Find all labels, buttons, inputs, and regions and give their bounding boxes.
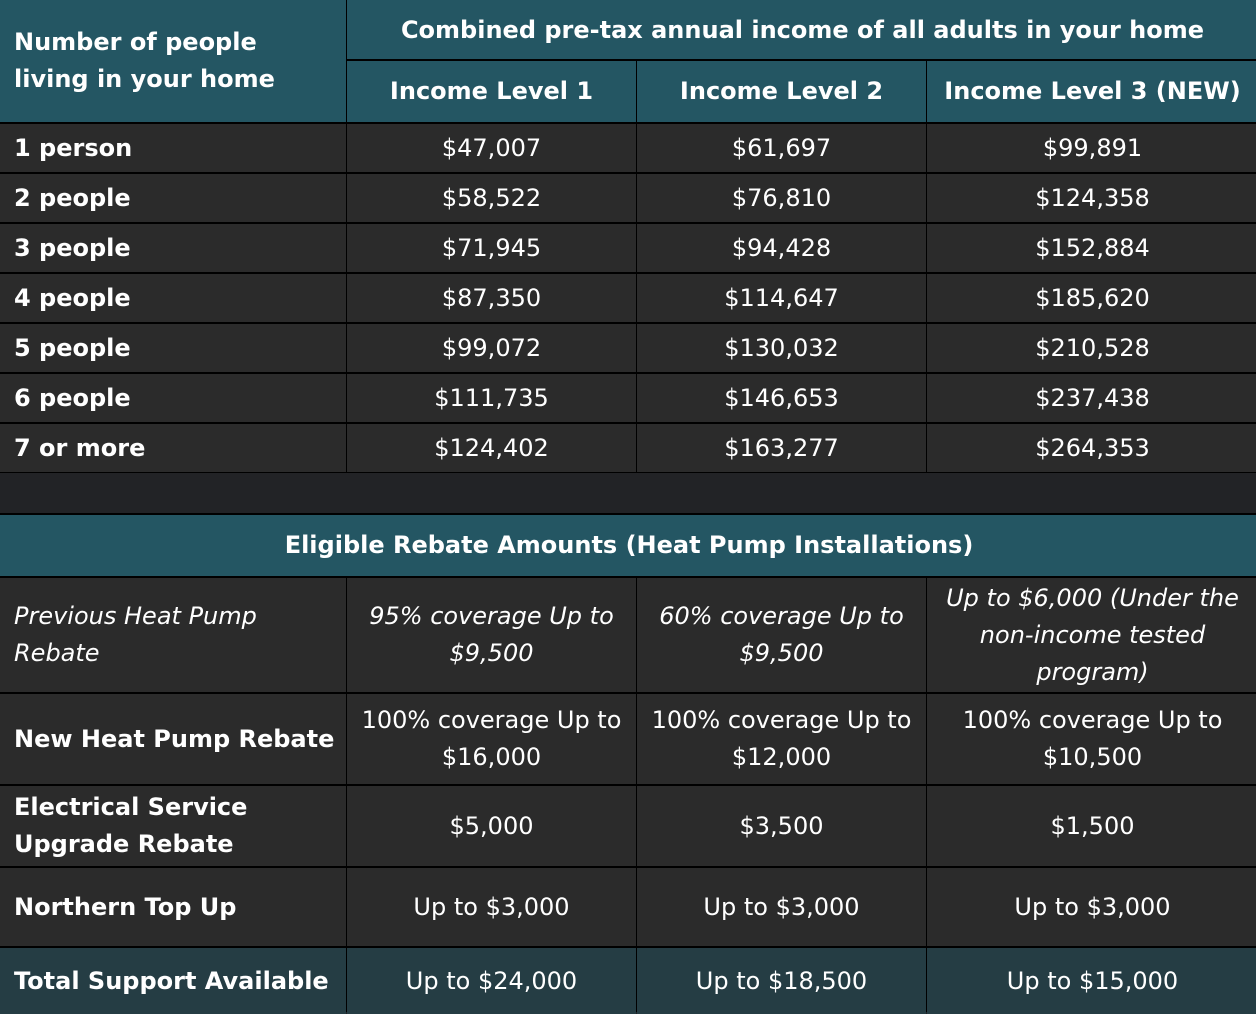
row-label: 1 person bbox=[0, 124, 346, 172]
rebate-value: Up to $3,000 bbox=[927, 868, 1256, 946]
column-header-income-level-3: Income Level 3 (NEW) bbox=[927, 61, 1256, 122]
income-value: $114,647 bbox=[637, 274, 926, 322]
total-value: Up to $18,500 bbox=[637, 948, 926, 1014]
row-label: Electrical Service Upgrade Rebate bbox=[0, 786, 346, 866]
row-label: 6 people bbox=[0, 374, 346, 422]
income-value: $99,891 bbox=[927, 124, 1256, 172]
income-value: $146,653 bbox=[637, 374, 926, 422]
income-value: $185,620 bbox=[927, 274, 1256, 322]
row-label: Northern Top Up bbox=[0, 868, 346, 946]
rebate-amounts-table: Eligible Rebate Amounts (Heat Pump Insta… bbox=[0, 513, 1256, 1014]
rebate-value: $5,000 bbox=[347, 786, 636, 866]
row-label: Previous Heat Pump Rebate bbox=[0, 578, 346, 692]
row-label: 7 or more bbox=[0, 424, 346, 472]
income-value: $61,697 bbox=[637, 124, 926, 172]
income-value: $210,528 bbox=[927, 324, 1256, 372]
rebate-value: Up to $3,000 bbox=[637, 868, 926, 946]
row-label: 3 people bbox=[0, 224, 346, 272]
income-value: $87,350 bbox=[347, 274, 636, 322]
rebate-value: 100% coverage Up to $12,000 bbox=[637, 694, 926, 784]
income-value: $94,428 bbox=[637, 224, 926, 272]
income-value: $58,522 bbox=[347, 174, 636, 222]
row-label: New Heat Pump Rebate bbox=[0, 694, 346, 784]
income-value: $47,007 bbox=[347, 124, 636, 172]
table-spacer bbox=[0, 473, 1256, 513]
income-value: $124,402 bbox=[347, 424, 636, 472]
row-label: 5 people bbox=[0, 324, 346, 372]
income-threshold-table: Number of people living in your home Com… bbox=[0, 0, 1256, 473]
income-value: $152,884 bbox=[927, 224, 1256, 272]
column-header-income-level-1: Income Level 1 bbox=[347, 61, 636, 122]
income-value: $237,438 bbox=[927, 374, 1256, 422]
income-value: $111,735 bbox=[347, 374, 636, 422]
income-group-header: Combined pre-tax annual income of all ad… bbox=[347, 0, 1256, 59]
income-value: $124,358 bbox=[927, 174, 1256, 222]
column-header-income-level-2: Income Level 2 bbox=[637, 61, 926, 122]
income-value: $76,810 bbox=[637, 174, 926, 222]
row-label: 4 people bbox=[0, 274, 346, 322]
total-row-label: Total Support Available bbox=[0, 948, 346, 1014]
rebate-value: Up to $6,000 (Under the non-income teste… bbox=[927, 578, 1256, 692]
rebate-value: 100% coverage Up to $16,000 bbox=[347, 694, 636, 784]
income-value: $99,072 bbox=[347, 324, 636, 372]
rebate-table-title: Eligible Rebate Amounts (Heat Pump Insta… bbox=[0, 513, 1256, 576]
rebate-value: 100% coverage Up to $10,500 bbox=[927, 694, 1256, 784]
row-label: 2 people bbox=[0, 174, 346, 222]
rebate-value: 95% coverage Up to $9,500 bbox=[347, 578, 636, 692]
rebate-value: $3,500 bbox=[637, 786, 926, 866]
rebate-value: Up to $3,000 bbox=[347, 868, 636, 946]
rebate-value: 60% coverage Up to $9,500 bbox=[637, 578, 926, 692]
total-value: Up to $24,000 bbox=[347, 948, 636, 1014]
total-value: Up to $15,000 bbox=[927, 948, 1256, 1014]
rebate-value: $1,500 bbox=[927, 786, 1256, 866]
income-value: $71,945 bbox=[347, 224, 636, 272]
income-value: $130,032 bbox=[637, 324, 926, 372]
income-value: $264,353 bbox=[927, 424, 1256, 472]
household-size-header: Number of people living in your home bbox=[0, 0, 346, 122]
income-value: $163,277 bbox=[637, 424, 926, 472]
